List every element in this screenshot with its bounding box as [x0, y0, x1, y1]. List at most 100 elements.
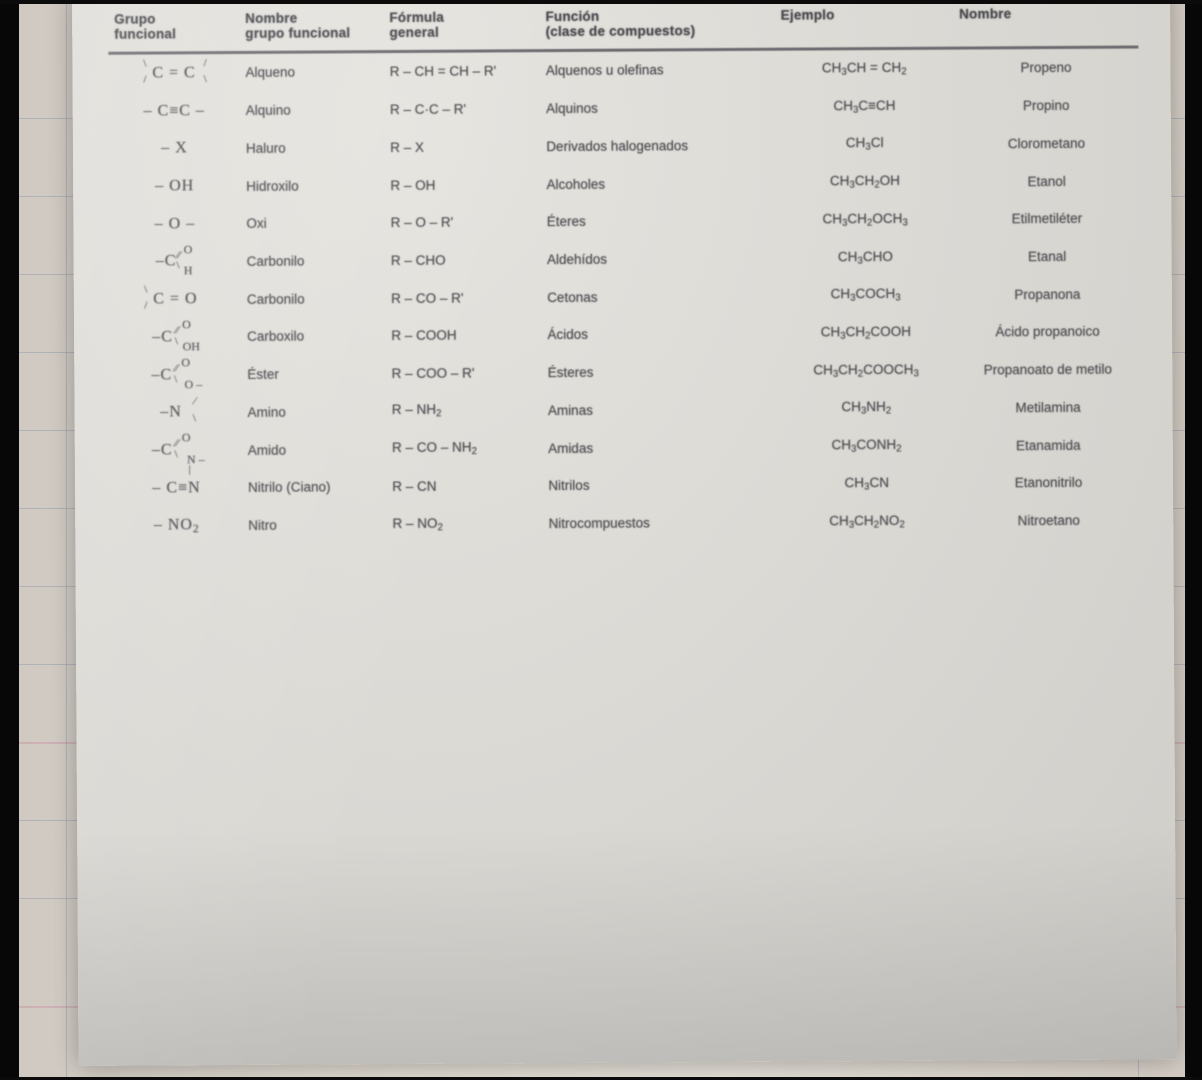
- header-line-1: Ejemplo: [780, 7, 835, 23]
- cell-nombre-grupo: Éster: [247, 366, 279, 383]
- table-row: –N ⁄ \ Amino R – NH2 Aminas CH3NH2 Metilamina: [110, 388, 1140, 432]
- cell-grupo-funcional: – OH: [155, 177, 195, 195]
- header-line-1: Grupo: [114, 11, 156, 27]
- cell-ejemplo: CH3CH2COOH: [820, 323, 912, 343]
- header-row: Grupo funcional Nombre grupo funcional F…: [108, 1, 1139, 54]
- cell-nombre: Metilamina: [1015, 399, 1081, 416]
- column-header-nombre: Nombre: [953, 1, 1138, 48]
- cell-grupo-funcional: –C O ⁄⁄ O – \: [151, 354, 203, 391]
- table-row: –C O ⁄⁄ O – \ Éster R – COO – R' Ésteres CH3CH2C…: [110, 350, 1140, 394]
- column-header-ejemplo: Ejemplo: [775, 3, 954, 50]
- cell-nombre: Etilmetiléter: [1011, 211, 1083, 227]
- cell-ejemplo: CH3CONH2: [831, 437, 902, 456]
- cell-ejemplo: CH3CH = CH2: [821, 59, 907, 79]
- cell-funcion: Alquinos: [545, 100, 598, 117]
- cell-formula-general: R – CH = CH – R': [389, 63, 497, 80]
- column-header-funcion: Función (clase de compuestos): [539, 4, 775, 51]
- table-head: Grupo funcional Nombre grupo funcional F…: [108, 1, 1139, 54]
- table-row: – OH Hidroxilo R – OH Alcoholes CH3CH2OH Etan…: [109, 162, 1139, 206]
- header-line-1: Nombre: [959, 6, 1012, 22]
- cell-nombre: Propino: [1022, 97, 1070, 114]
- cell-ejemplo: CH3CN: [844, 474, 889, 493]
- cell-nombre: Clorometano: [1007, 135, 1086, 152]
- cell-nombre: Etanal: [1027, 248, 1067, 265]
- cell-formula-general: R – NO2: [392, 515, 443, 534]
- cell-funcion: Nitrocompuestos: [548, 515, 650, 532]
- table-row: – C≡C – Alquino R – C·C – R' Alquinos CH3C≡C…: [109, 86, 1139, 130]
- cell-nombre-grupo: Alquino: [245, 102, 291, 119]
- column-header-formula-general: Fórmula general: [383, 5, 539, 51]
- functional-groups-table: Grupo funcional Nombre grupo funcional F…: [108, 1, 1141, 546]
- cell-nombre-grupo: Carbonilo: [246, 291, 305, 307]
- cell-formula-general: R – NH2: [391, 402, 442, 420]
- table-row: –C O ⁄⁄ OH \ Carboxilo R – COOH Ácidos CH3CH2COO…: [110, 313, 1140, 357]
- cell-formula-general: R – CN: [392, 479, 437, 495]
- column-header-grupo-funcional: Grupo funcional: [108, 7, 239, 53]
- photo-bottom-border: [0, 1077, 1202, 1080]
- table-row: – X Haluro R – X Derivados halogenados CH3Cl…: [109, 124, 1139, 168]
- cell-formula-general: R – CO – R': [391, 290, 464, 306]
- cell-formula-general: R – X: [390, 139, 424, 155]
- cell-formula-general: R – C·C – R': [389, 101, 467, 118]
- table-row: – NO2 Nitro R – NO2 Nitrocompuestos CH3CH2NO…: [111, 501, 1141, 546]
- cell-nombre-grupo: Hidroxilo: [246, 178, 299, 194]
- cell-funcion: Ácidos: [547, 327, 588, 343]
- header-line-1: Fórmula: [389, 9, 445, 26]
- cell-nombre-grupo: Amido: [247, 442, 287, 458]
- table-row: –C O ⁄⁄ N – \ | Amido R – CO – NH2 Amidas CH3CONH…: [111, 426, 1141, 476]
- cell-formula-general: R – COOH: [391, 328, 457, 344]
- cell-grupo-funcional: –C O ⁄⁄ H \: [155, 242, 193, 278]
- cell-nombre-grupo: Nitrilo (Ciano): [247, 479, 331, 496]
- cell-funcion: Éteres: [546, 214, 586, 230]
- cell-funcion: Alcoholes: [546, 176, 606, 192]
- cell-funcion: Aminas: [547, 402, 593, 418]
- cell-ejemplo: CH3CHO: [837, 248, 893, 267]
- cell-nombre: Nitroetano: [1017, 513, 1080, 529]
- cell-nombre-grupo: Nitro: [248, 518, 277, 534]
- cell-nombre: Etanamida: [1015, 437, 1081, 453]
- table-row: – C≡N Nitrilo (Ciano) R – CN Nitrilos CH3CN E…: [111, 463, 1141, 507]
- cell-nombre: Propanoato de metilo: [983, 361, 1113, 378]
- photo-top-border: [0, 0, 1202, 4]
- cell-nombre: Propeno: [1020, 60, 1072, 76]
- cell-ejemplo: CH3C≡CH: [833, 97, 896, 116]
- cell-grupo-funcional: – O –: [154, 214, 196, 233]
- cell-formula-general: R – CO – NH2: [391, 439, 477, 458]
- cell-nombre: Propanona: [1014, 286, 1081, 302]
- cell-grupo-funcional: – NO2: [153, 515, 200, 536]
- cell-grupo-funcional: –C O ⁄⁄ N – \ |: [151, 430, 205, 476]
- header-line-2: funcional: [114, 26, 177, 42]
- table-row: – O – Oxi R – O – R' Éteres CH3CH2OCH3 Etilme…: [109, 199, 1139, 243]
- header-line-2: (clase de compuestos): [545, 23, 696, 40]
- cell-formula-general: R – CHO: [390, 252, 446, 269]
- cell-funcion: Amidas: [548, 440, 594, 456]
- cell-nombre-grupo: Carboxilo: [247, 328, 305, 345]
- cell-ejemplo: CH3CH2COOCH3: [813, 361, 919, 380]
- cell-funcion: Derivados halogenados: [546, 138, 689, 154]
- cell-nombre-grupo: Oxi: [246, 216, 267, 232]
- cell-formula-general: R – COO – R': [391, 365, 475, 382]
- cell-funcion: Nitrilos: [548, 478, 590, 494]
- photo-right-border: [1185, 0, 1202, 1080]
- cell-ejemplo: CH3COCH3: [830, 286, 901, 305]
- table-row: \ / C = O Carbonilo R – CO – R' Cetonas CH3COC…: [110, 275, 1140, 319]
- cell-nombre-grupo: Haluro: [245, 140, 286, 156]
- table-row: \ / C = C / \ Alqueno R – CH = CH – R' Alquenos…: [108, 47, 1138, 93]
- cell-funcion: Ésteres: [547, 364, 594, 381]
- cell-funcion: Alquenos u olefinas: [545, 62, 664, 79]
- cell-formula-general: R – OH: [390, 177, 436, 193]
- cell-ejemplo: CH3CH2OCH3: [822, 210, 908, 229]
- header-line-2: general: [389, 24, 439, 41]
- cell-nombre-grupo: Alqueno: [245, 64, 296, 81]
- header-line-1: Función: [545, 8, 600, 25]
- header-line-2: grupo funcional: [245, 25, 351, 41]
- cell-ejemplo: CH3Cl: [845, 135, 884, 154]
- cell-formula-general: R – O – R': [390, 214, 454, 231]
- cell-grupo-funcional: –N ⁄ \: [160, 395, 196, 425]
- cell-ejemplo: CH3CH2NO2: [829, 513, 905, 532]
- table-row: –C O ⁄⁄ H \ Carbonilo R – CHO Aldehídos CH3CHO Et…: [110, 237, 1140, 281]
- column-header-nombre-grupo: Nombre grupo funcional: [239, 6, 383, 52]
- header-line-1: Nombre: [245, 10, 298, 26]
- cell-grupo-funcional: \ / C = O: [144, 283, 198, 312]
